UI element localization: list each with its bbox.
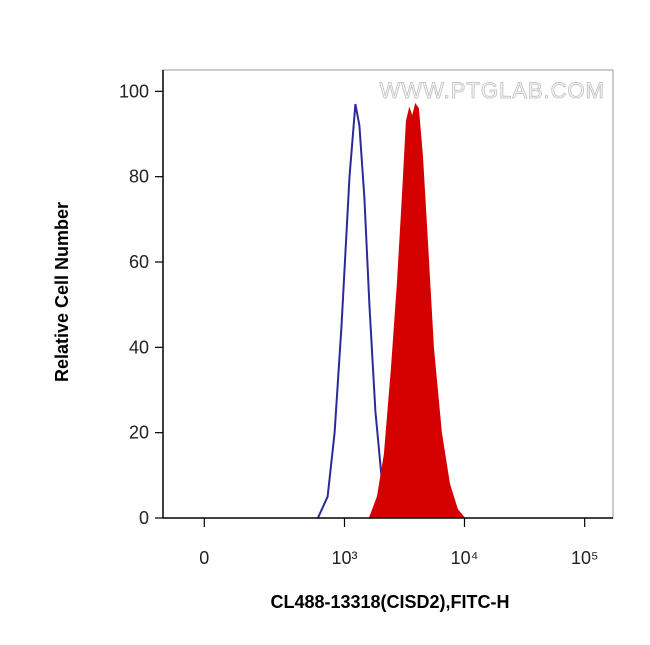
y-tick-label: 60 <box>129 252 149 272</box>
y-tick-label: 20 <box>129 423 149 443</box>
y-tick-label: 0 <box>139 508 149 528</box>
y-axis-title: Relative Cell Number <box>52 202 72 382</box>
x-tick-label: 10⁴ <box>451 548 479 568</box>
histogram-line <box>316 103 396 519</box>
y-tick-label: 40 <box>129 337 149 357</box>
x-tick-label: 10³ <box>331 548 357 568</box>
watermark: WWW.PTGLAB.COM <box>380 78 605 103</box>
y-tick-label: 100 <box>119 81 149 101</box>
x-axis-title: CL488-13318(CISD2),FITC-H <box>270 592 509 612</box>
histogram-area <box>368 102 466 519</box>
y-tick-label: 80 <box>129 167 149 187</box>
x-tick-label: 0 <box>199 548 209 568</box>
x-tick-label: 10⁵ <box>571 548 598 568</box>
